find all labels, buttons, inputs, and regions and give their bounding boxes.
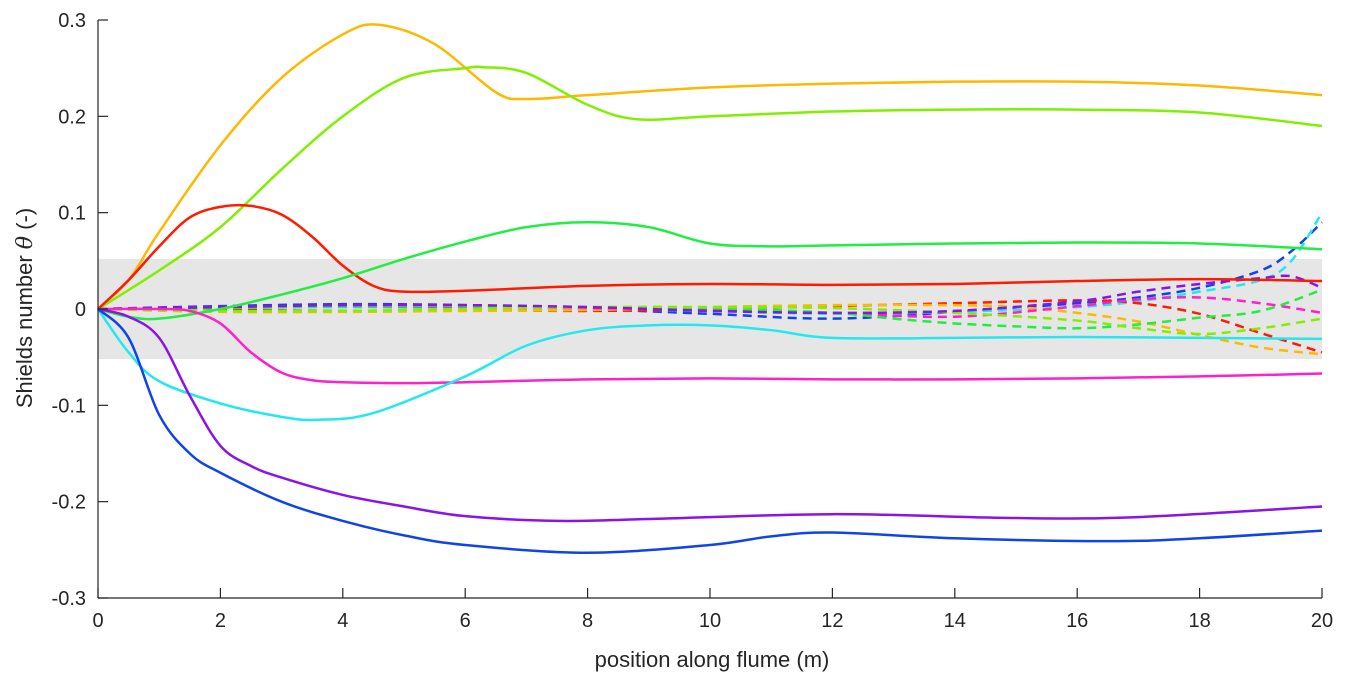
x-tick-label: 18 xyxy=(1188,610,1210,632)
x-tick-label: 0 xyxy=(92,610,103,632)
x-tick-label: 4 xyxy=(337,610,348,632)
x-tick-label: 8 xyxy=(582,610,593,632)
y-axis-title-prefix: Shields number xyxy=(12,249,37,408)
series-line-4-solid xyxy=(97,221,1323,321)
series-line-6-solid xyxy=(96,308,1323,422)
shaded-band-layer xyxy=(98,258,1322,360)
y-tick-label: -0.3 xyxy=(52,588,86,610)
series-line-12-dashed xyxy=(97,303,1323,356)
y-axis-title-symbol: θ xyxy=(13,236,38,249)
y-tick-label: -0.1 xyxy=(52,395,86,417)
shaded-band xyxy=(98,258,1322,360)
x-tick-label: 2 xyxy=(215,610,226,632)
y-tick-label: -0.2 xyxy=(52,492,86,514)
series-line-15-dashed xyxy=(97,305,1323,336)
series-line-3-solid xyxy=(97,203,1323,310)
x-tick-label: 6 xyxy=(460,610,471,632)
y-tick-label: 0.2 xyxy=(58,106,86,128)
y-tick-label: 0.1 xyxy=(58,203,86,225)
y-axis-title-suffix: (-) xyxy=(12,208,37,236)
x-tick-label: 12 xyxy=(821,610,843,632)
x-tick-label: 14 xyxy=(944,610,966,632)
tick-layer: 0 2 4 6 8 10 12 14 16 18 20 -0.3 -0.2 -0.1 0 0.1 0.2 0.3 xyxy=(52,10,1334,632)
series-line-1-solid xyxy=(97,23,1323,310)
x-axis-title: position along flume (m) xyxy=(595,647,830,672)
series-line-8-solid xyxy=(97,308,1323,554)
series-line-2-solid xyxy=(97,65,1323,311)
x-tick-label: 16 xyxy=(1066,610,1088,632)
x-tick-label: 20 xyxy=(1311,610,1333,632)
y-tick-label: 0 xyxy=(75,299,86,321)
series-line-16-dashed xyxy=(97,274,1323,315)
series-line-5-solid xyxy=(97,307,1323,385)
x-tick-label: 10 xyxy=(699,610,721,632)
y-axis-title: Shields number θ (-) xyxy=(12,208,38,408)
series-layer xyxy=(96,23,1324,554)
y-tick-label: 0.3 xyxy=(58,10,86,32)
series-line-7-solid xyxy=(97,307,1323,523)
